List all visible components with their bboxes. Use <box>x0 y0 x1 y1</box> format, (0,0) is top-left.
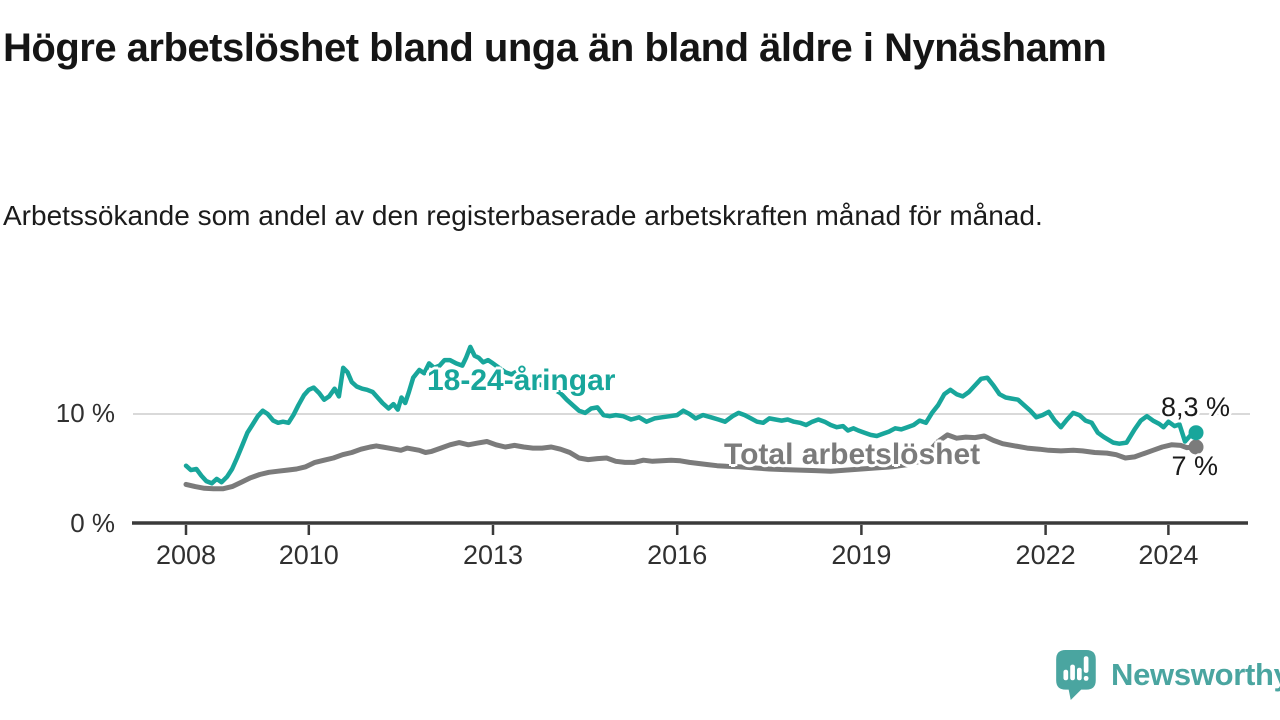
page-title: Högre arbetslöshet bland unga än bland ä… <box>3 26 1107 70</box>
y-tick-label: 10 % <box>55 398 115 428</box>
x-tick-label: 2022 <box>1015 540 1076 570</box>
x-tick-label: 2016 <box>647 540 708 570</box>
bar-chart-speech-bubble-icon <box>1056 650 1096 700</box>
end-value-label-youth: 8,3 % <box>1160 392 1230 422</box>
x-tick-label: 2024 <box>1138 540 1199 570</box>
brand-name: Newsworthy <box>1111 657 1280 692</box>
x-tick-label: 2013 <box>462 540 524 570</box>
brand-logo: Newsworthy <box>1056 650 1280 700</box>
x-tick-label: 2008 <box>155 540 217 570</box>
chart-subtitle: Arbetssökande som andel av den registerb… <box>3 200 1043 231</box>
end-value-label-total: 7 % <box>1171 451 1218 481</box>
series-label-youth: 18-24-åringar <box>427 364 616 397</box>
y-tick-label: 0 % <box>70 508 115 538</box>
series-label-total: Total arbetslöshet <box>724 438 981 471</box>
x-tick-label: 2010 <box>278 540 339 570</box>
x-tick-label: 2019 <box>831 540 892 570</box>
